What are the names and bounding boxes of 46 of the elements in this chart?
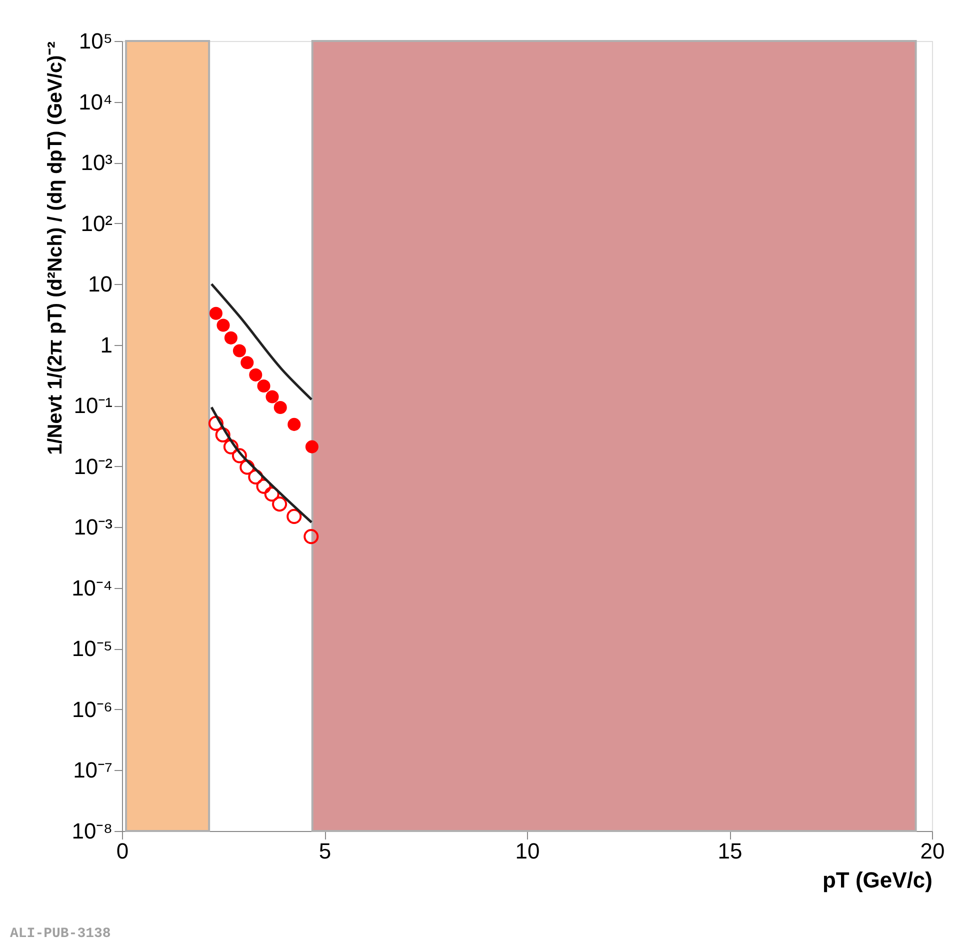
point (232, 448, 247, 464)
y-tick-label: 10⁻⁷ (73, 758, 113, 783)
y-tick-label: 10⁻⁶ (72, 696, 112, 722)
y-tick-label: 10⁻⁵ (72, 636, 112, 662)
point (232, 344, 246, 358)
point (208, 416, 224, 431)
line-series (210, 406, 313, 524)
y-axis-title: 1/Nevt 1/(2π pT) (d²Nch) / (dη dpT) (GeV/c)⁻² (44, 41, 67, 455)
point (240, 356, 254, 370)
point (305, 440, 318, 454)
x-tick-label: 10 (515, 838, 540, 864)
x-tick-label: 15 (718, 838, 742, 864)
y-tick-label: 10⁻⁴ (72, 575, 112, 600)
line-series (210, 282, 313, 401)
point (264, 486, 280, 502)
point (274, 401, 287, 414)
y-tick-label: 10⁵ (78, 28, 112, 54)
x-axis-title: pT (GeV/c) (822, 868, 932, 892)
y-tick-label: 10² (80, 210, 112, 236)
x-tick-label: 20 (920, 838, 945, 864)
point (286, 508, 302, 524)
point (249, 368, 262, 382)
y-tick-label: 10⁻⁸ (72, 818, 112, 844)
text: ALI-PUB-3138 (10, 926, 111, 940)
point (257, 380, 270, 393)
point (272, 496, 288, 512)
point (215, 427, 230, 442)
y-tick-label: 10³ (80, 150, 112, 176)
x-tick-label: 5 (318, 838, 332, 864)
point (256, 478, 272, 494)
point (223, 439, 238, 454)
point (224, 331, 238, 344)
y-tick-label: 10 (88, 272, 112, 297)
y-tick-label: 10⁻¹ (74, 393, 112, 418)
y-tick-label: 10⁻³ (74, 514, 112, 540)
point (216, 318, 230, 332)
y-tick-label: 1 (100, 332, 112, 358)
y-tick-label: 10⁴ (78, 89, 112, 114)
y-tick-label: 10⁻² (74, 454, 112, 479)
point (248, 469, 264, 484)
x-tick-label: 0 (116, 838, 129, 864)
point (266, 390, 279, 404)
point (304, 529, 319, 544)
point (288, 418, 301, 431)
point (240, 460, 255, 475)
point (209, 306, 222, 320)
